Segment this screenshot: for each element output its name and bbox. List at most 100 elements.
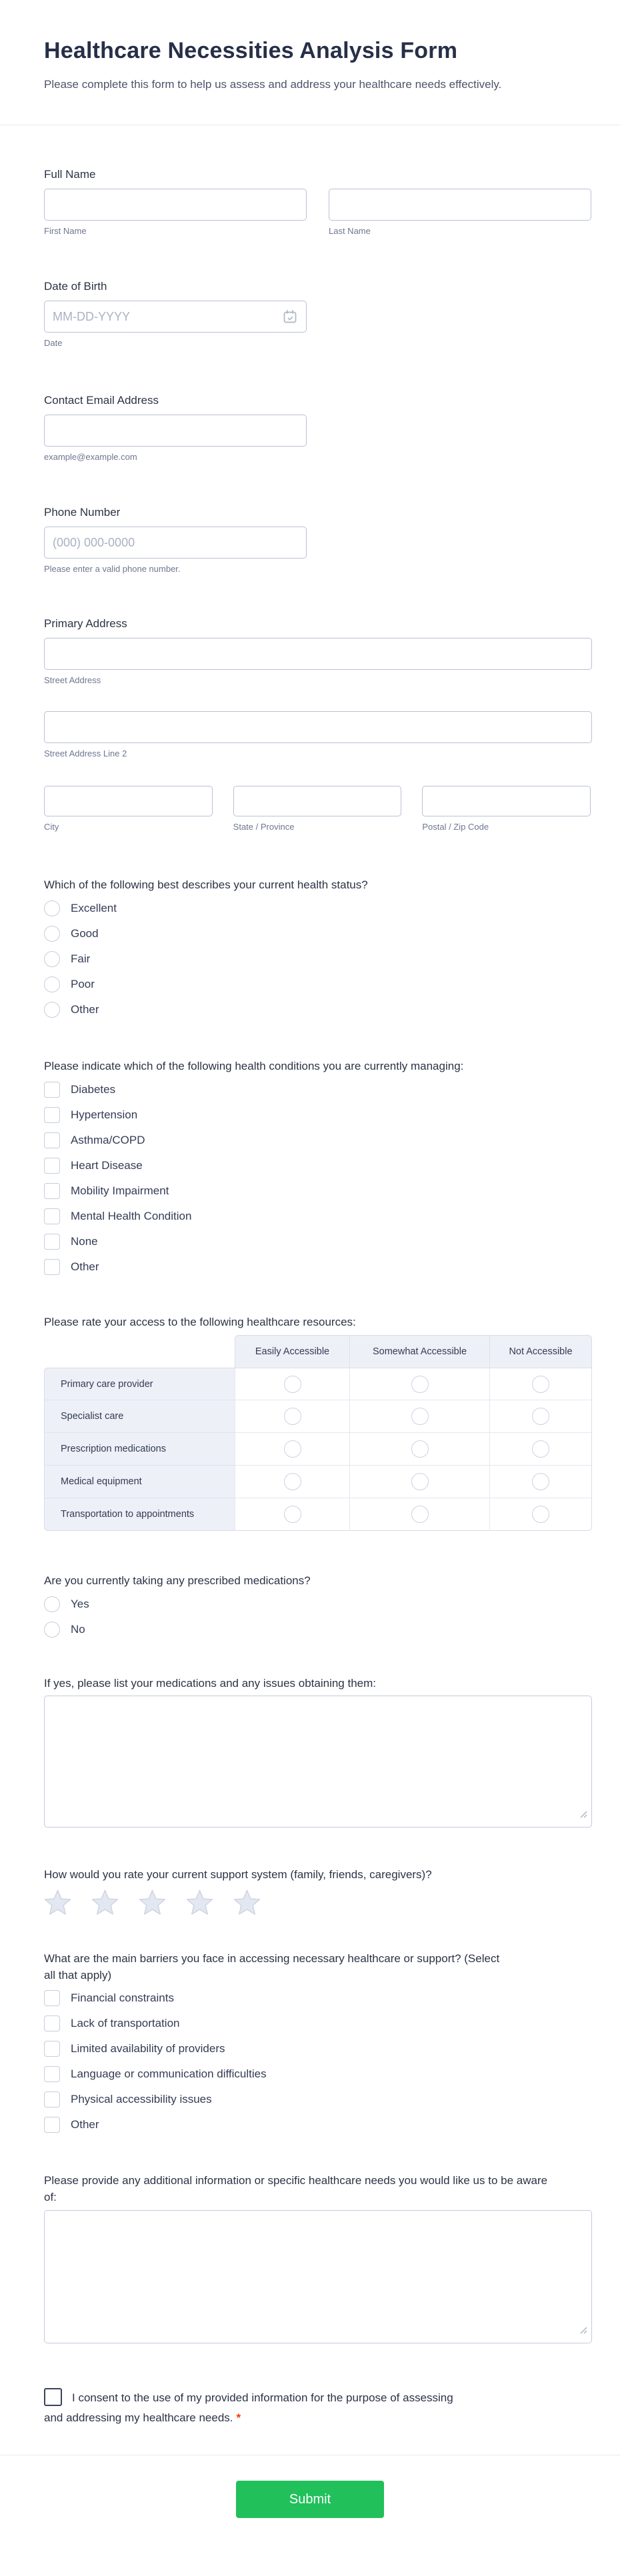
checkbox[interactable] xyxy=(44,1183,60,1199)
resize-handle-icon[interactable] xyxy=(580,2325,587,2337)
resize-handle-icon[interactable] xyxy=(580,1810,587,1822)
health-status-option[interactable]: Poor xyxy=(44,975,591,994)
last-name-input[interactable] xyxy=(329,189,591,221)
condition-option[interactable]: Hypertension xyxy=(44,1106,591,1124)
matrix-cell[interactable] xyxy=(489,1498,592,1531)
condition-option[interactable]: Asthma/COPD xyxy=(44,1131,591,1150)
checkbox[interactable] xyxy=(44,1107,60,1123)
checkbox[interactable] xyxy=(44,2066,60,2082)
radio-button[interactable] xyxy=(44,1002,60,1018)
radio-button[interactable] xyxy=(411,1473,429,1490)
matrix-cell[interactable] xyxy=(349,1466,489,1498)
star-icon[interactable] xyxy=(44,1889,71,1916)
star-icon[interactable] xyxy=(233,1889,261,1916)
checkbox[interactable] xyxy=(44,2041,60,2057)
radio-button[interactable] xyxy=(44,976,60,992)
barrier-option[interactable]: Physical accessibility issues xyxy=(44,2090,591,2109)
dob-input[interactable] xyxy=(44,301,307,333)
medications-option[interactable]: No xyxy=(44,1620,591,1639)
checkbox[interactable] xyxy=(44,1132,60,1148)
option-label: No xyxy=(71,1623,85,1636)
street-address2-input[interactable] xyxy=(44,711,592,743)
checkbox[interactable] xyxy=(44,1234,60,1250)
radio-button[interactable] xyxy=(283,1408,301,1425)
checkbox[interactable] xyxy=(44,2015,60,2031)
submit-button[interactable]: Submit xyxy=(236,2481,384,2518)
radio-button[interactable] xyxy=(283,1375,301,1393)
street-address2-sublabel: Street Address Line 2 xyxy=(44,748,127,758)
medications-option[interactable]: Yes xyxy=(44,1595,591,1614)
matrix-cell[interactable] xyxy=(349,1433,489,1466)
matrix-cell[interactable] xyxy=(489,1400,592,1433)
radio-button[interactable] xyxy=(411,1408,429,1425)
barrier-option[interactable]: Limited availability of providers xyxy=(44,2039,591,2058)
phone-input[interactable] xyxy=(44,527,307,559)
matrix-cell[interactable] xyxy=(349,1400,489,1433)
consent-row[interactable]: I consent to the use of my provided info… xyxy=(44,2388,471,2428)
star-icon[interactable] xyxy=(186,1889,213,1916)
calendar-check-icon[interactable] xyxy=(282,309,298,328)
checkbox[interactable] xyxy=(44,2117,60,2133)
barrier-option[interactable]: Financial constraints xyxy=(44,1989,591,2007)
city-input[interactable] xyxy=(44,786,213,816)
checkbox[interactable] xyxy=(44,1158,60,1174)
condition-option[interactable]: Other xyxy=(44,1258,591,1276)
radio-button[interactable] xyxy=(44,900,60,916)
barrier-option[interactable]: Other xyxy=(44,2115,591,2134)
radio-button[interactable] xyxy=(283,1440,301,1458)
matrix-cell[interactable] xyxy=(235,1368,349,1400)
checkbox[interactable] xyxy=(44,1259,60,1275)
health-status-option[interactable]: Fair xyxy=(44,950,591,968)
field-full-name: Full Name First Name Last Name xyxy=(44,167,591,237)
option-label: Physical accessibility issues xyxy=(71,2093,212,2105)
condition-option[interactable]: Heart Disease xyxy=(44,1156,591,1175)
radio-button[interactable] xyxy=(44,1622,60,1638)
radio-button[interactable] xyxy=(411,1375,429,1393)
barrier-option[interactable]: Lack of transportation xyxy=(44,2014,591,2033)
condition-option[interactable]: None xyxy=(44,1232,591,1251)
matrix-cell[interactable] xyxy=(489,1433,592,1466)
consent-checkbox[interactable] xyxy=(44,2388,62,2406)
zip-group: Postal / Zip Code xyxy=(422,786,591,832)
radio-button[interactable] xyxy=(44,1596,60,1612)
matrix-cell[interactable] xyxy=(489,1368,592,1400)
health-status-option[interactable]: Other xyxy=(44,1000,591,1019)
email-input[interactable] xyxy=(44,415,307,447)
medications-detail-textarea[interactable] xyxy=(44,1696,592,1828)
zip-input[interactable] xyxy=(422,786,591,816)
star-icon[interactable] xyxy=(139,1889,166,1916)
checkbox[interactable] xyxy=(44,1082,60,1098)
condition-option[interactable]: Mobility Impairment xyxy=(44,1182,591,1200)
checkbox[interactable] xyxy=(44,2091,60,2107)
condition-option[interactable]: Mental Health Condition xyxy=(44,1207,591,1226)
radio-button[interactable] xyxy=(532,1408,549,1425)
radio-button[interactable] xyxy=(283,1506,301,1523)
matrix-cell[interactable] xyxy=(489,1466,592,1498)
radio-button[interactable] xyxy=(411,1506,429,1523)
radio-button[interactable] xyxy=(44,926,60,942)
matrix-cell[interactable] xyxy=(349,1498,489,1531)
condition-option[interactable]: Diabetes xyxy=(44,1080,591,1099)
matrix-cell[interactable] xyxy=(235,1498,349,1531)
checkbox[interactable] xyxy=(44,1990,60,2006)
matrix-cell[interactable] xyxy=(349,1368,489,1400)
radio-button[interactable] xyxy=(532,1506,549,1523)
matrix-cell[interactable] xyxy=(235,1466,349,1498)
state-input[interactable] xyxy=(233,786,402,816)
health-status-option[interactable]: Good xyxy=(44,924,591,943)
barrier-option[interactable]: Language or communication difficulties xyxy=(44,2065,591,2083)
matrix-cell[interactable] xyxy=(235,1433,349,1466)
star-icon[interactable] xyxy=(91,1889,119,1916)
first-name-input[interactable] xyxy=(44,189,307,221)
radio-button[interactable] xyxy=(532,1440,549,1458)
additional-info-textarea[interactable] xyxy=(44,2210,592,2343)
radio-button[interactable] xyxy=(532,1473,549,1490)
radio-button[interactable] xyxy=(532,1375,549,1393)
checkbox[interactable] xyxy=(44,1208,60,1224)
matrix-cell[interactable] xyxy=(235,1400,349,1433)
radio-button[interactable] xyxy=(411,1440,429,1458)
radio-button[interactable] xyxy=(283,1473,301,1490)
street-address-input[interactable] xyxy=(44,638,592,670)
health-status-option[interactable]: Excellent xyxy=(44,899,591,918)
radio-button[interactable] xyxy=(44,951,60,967)
